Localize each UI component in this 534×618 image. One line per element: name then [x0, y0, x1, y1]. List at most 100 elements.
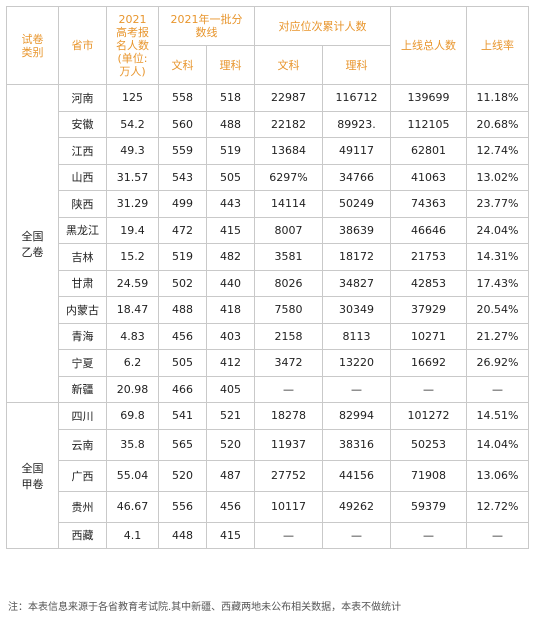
cell-rate: — — [466, 521, 529, 549]
cell-applicants: 6.2 — [106, 349, 159, 377]
cell-total: 101272 — [390, 402, 467, 430]
cell-cum-arts: 7580 — [254, 296, 323, 324]
cell-province: 宁夏 — [58, 349, 107, 377]
cell-line-science: 488 — [206, 110, 255, 138]
cell-line-science: 440 — [206, 269, 255, 297]
cell-applicants: 55.04 — [106, 459, 159, 492]
table-row: 安徽 54.2 560 488 22182 89923. 112105 20.68% — [7, 110, 529, 138]
cell-cum-science: 30349 — [322, 296, 391, 324]
cell-line-arts: 558 — [158, 84, 207, 112]
cell-rate: 11.18% — [466, 84, 529, 112]
cell-rate: 14.31% — [466, 243, 529, 271]
cell-cum-arts: 13684 — [254, 137, 323, 165]
table-row: 贵州 46.67 556 456 10117 49262 59379 12.72% — [7, 490, 529, 523]
cell-applicants: 54.2 — [106, 110, 159, 138]
cell-cum-arts: 10117 — [254, 490, 323, 523]
cell-line-arts: 505 — [158, 349, 207, 377]
cell-cum-arts: 22182 — [254, 110, 323, 138]
cell-rate: 20.68% — [466, 110, 529, 138]
cell-cum-science: 34827 — [322, 269, 391, 297]
header-rate: 上线率 — [466, 6, 529, 85]
cell-total: 50253 — [390, 428, 467, 461]
cell-cum-arts: 14114 — [254, 190, 323, 218]
cell-applicants: 4.1 — [106, 521, 159, 549]
cell-rate: 20.54% — [466, 296, 529, 324]
header-batch-line: 2021年一批分 数线 — [158, 6, 255, 46]
cell-line-science: 518 — [206, 84, 255, 112]
cell-cum-arts: 3472 — [254, 349, 323, 377]
table-row: 云南 35.8 565 520 11937 38316 50253 14.04% — [7, 428, 529, 461]
cell-line-arts: 488 — [158, 296, 207, 324]
cell-province: 吉林 — [58, 243, 107, 271]
cell-total: 46646 — [390, 216, 467, 244]
cell-total: — — [390, 375, 467, 403]
cell-cum-science: 18172 — [322, 243, 391, 271]
cell-applicants: 46.67 — [106, 490, 159, 523]
cell-total: 10271 — [390, 322, 467, 350]
table-row: 吉林 15.2 519 482 3581 18172 21753 14.31% — [7, 243, 529, 271]
cell-cum-science: 89923. — [322, 110, 391, 138]
cell-line-science: 456 — [206, 490, 255, 523]
cell-total: 139699 — [390, 84, 467, 112]
table-row: 广西 55.04 520 487 27752 44156 71908 13.06% — [7, 459, 529, 492]
cell-applicants: 19.4 — [106, 216, 159, 244]
table-row: 全国 乙卷 河南 125 558 518 22987 116712 139699 11.18% — [6, 84, 529, 403]
cell-rate: 14.51% — [466, 402, 529, 430]
cell-province: 安徽 — [58, 110, 107, 138]
cell-province: 四川 — [58, 402, 107, 430]
table-row: 青海 4.83 456 403 2158 8113 10271 21.27% — [7, 322, 529, 350]
header-line-arts: 文科 — [158, 45, 207, 85]
cell-line-arts: 448 — [158, 521, 207, 549]
cell-applicants: 15.2 — [106, 243, 159, 271]
header-applicants: 2021 高考报 名人数 (单位: 万人) — [106, 6, 159, 85]
cell-line-arts: 472 — [158, 216, 207, 244]
cell-cum-science: 50249 — [322, 190, 391, 218]
cell-rate: 23.77% — [466, 190, 529, 218]
cell-line-arts: 502 — [158, 269, 207, 297]
table-row: 甘肃 24.59 502 440 8026 34827 42853 17.43% — [7, 269, 529, 297]
cell-rate: 13.02% — [466, 163, 529, 191]
cell-total: 42853 — [390, 269, 467, 297]
cell-applicants: 35.8 — [106, 428, 159, 461]
header-province: 省市 — [58, 6, 107, 85]
cell-rate: 24.04% — [466, 216, 529, 244]
header-group: 试卷 类别 — [6, 6, 59, 85]
cell-applicants: 31.57 — [106, 163, 159, 191]
header-cum-science: 理科 — [322, 45, 391, 85]
cell-line-science: 487 — [206, 459, 255, 492]
table-row: 江西 49.3 559 519 13684 49117 62801 12.74% — [7, 137, 529, 165]
cell-line-arts: 560 — [158, 110, 207, 138]
cell-cum-arts: 11937 — [254, 428, 323, 461]
cell-line-arts: 565 — [158, 428, 207, 461]
cell-applicants: 20.98 — [106, 375, 159, 403]
footnote: 注：本表信息来源于各省教育考试院.其中新疆、西藏两地未公布相关数据，本表不做统计 — [8, 602, 402, 613]
cell-group: 全国 乙卷 — [6, 84, 59, 403]
cell-rate: — — [466, 375, 529, 403]
table-row: 全国 甲卷 四川 69.8 541 521 18278 82994 101272 14.51% — [6, 402, 529, 549]
cell-province: 甘肃 — [58, 269, 107, 297]
cell-total: 41063 — [390, 163, 467, 191]
cell-cum-science: 44156 — [322, 459, 391, 492]
cell-rate: 26.92% — [466, 349, 529, 377]
cell-cum-science: 34766 — [322, 163, 391, 191]
cell-cum-science: 82994 — [322, 402, 391, 430]
header-cumulative: 对应位次累计人数 — [254, 6, 391, 46]
cell-total: 71908 — [390, 459, 467, 492]
cell-applicants: 125 — [106, 84, 159, 112]
cell-province: 黑龙江 — [58, 216, 107, 244]
cell-total: 74363 — [390, 190, 467, 218]
cell-cum-arts: 8026 — [254, 269, 323, 297]
cell-line-science: 520 — [206, 428, 255, 461]
cell-line-science: 482 — [206, 243, 255, 271]
table-row: 陕西 31.29 499 443 14114 50249 74363 23.77% — [7, 190, 529, 218]
cell-line-arts: 466 — [158, 375, 207, 403]
cell-province: 西藏 — [58, 521, 107, 549]
header-total: 上线总人数 — [390, 6, 467, 85]
cell-province: 青海 — [58, 322, 107, 350]
cell-applicants: 4.83 — [106, 322, 159, 350]
cell-cum-science: 38316 — [322, 428, 391, 461]
cell-rate: 13.06% — [466, 459, 529, 492]
table-row: 黑龙江 19.4 472 415 8007 38639 46646 24.04% — [7, 216, 529, 244]
cell-cum-science: — — [322, 375, 391, 403]
cell-line-science: 412 — [206, 349, 255, 377]
